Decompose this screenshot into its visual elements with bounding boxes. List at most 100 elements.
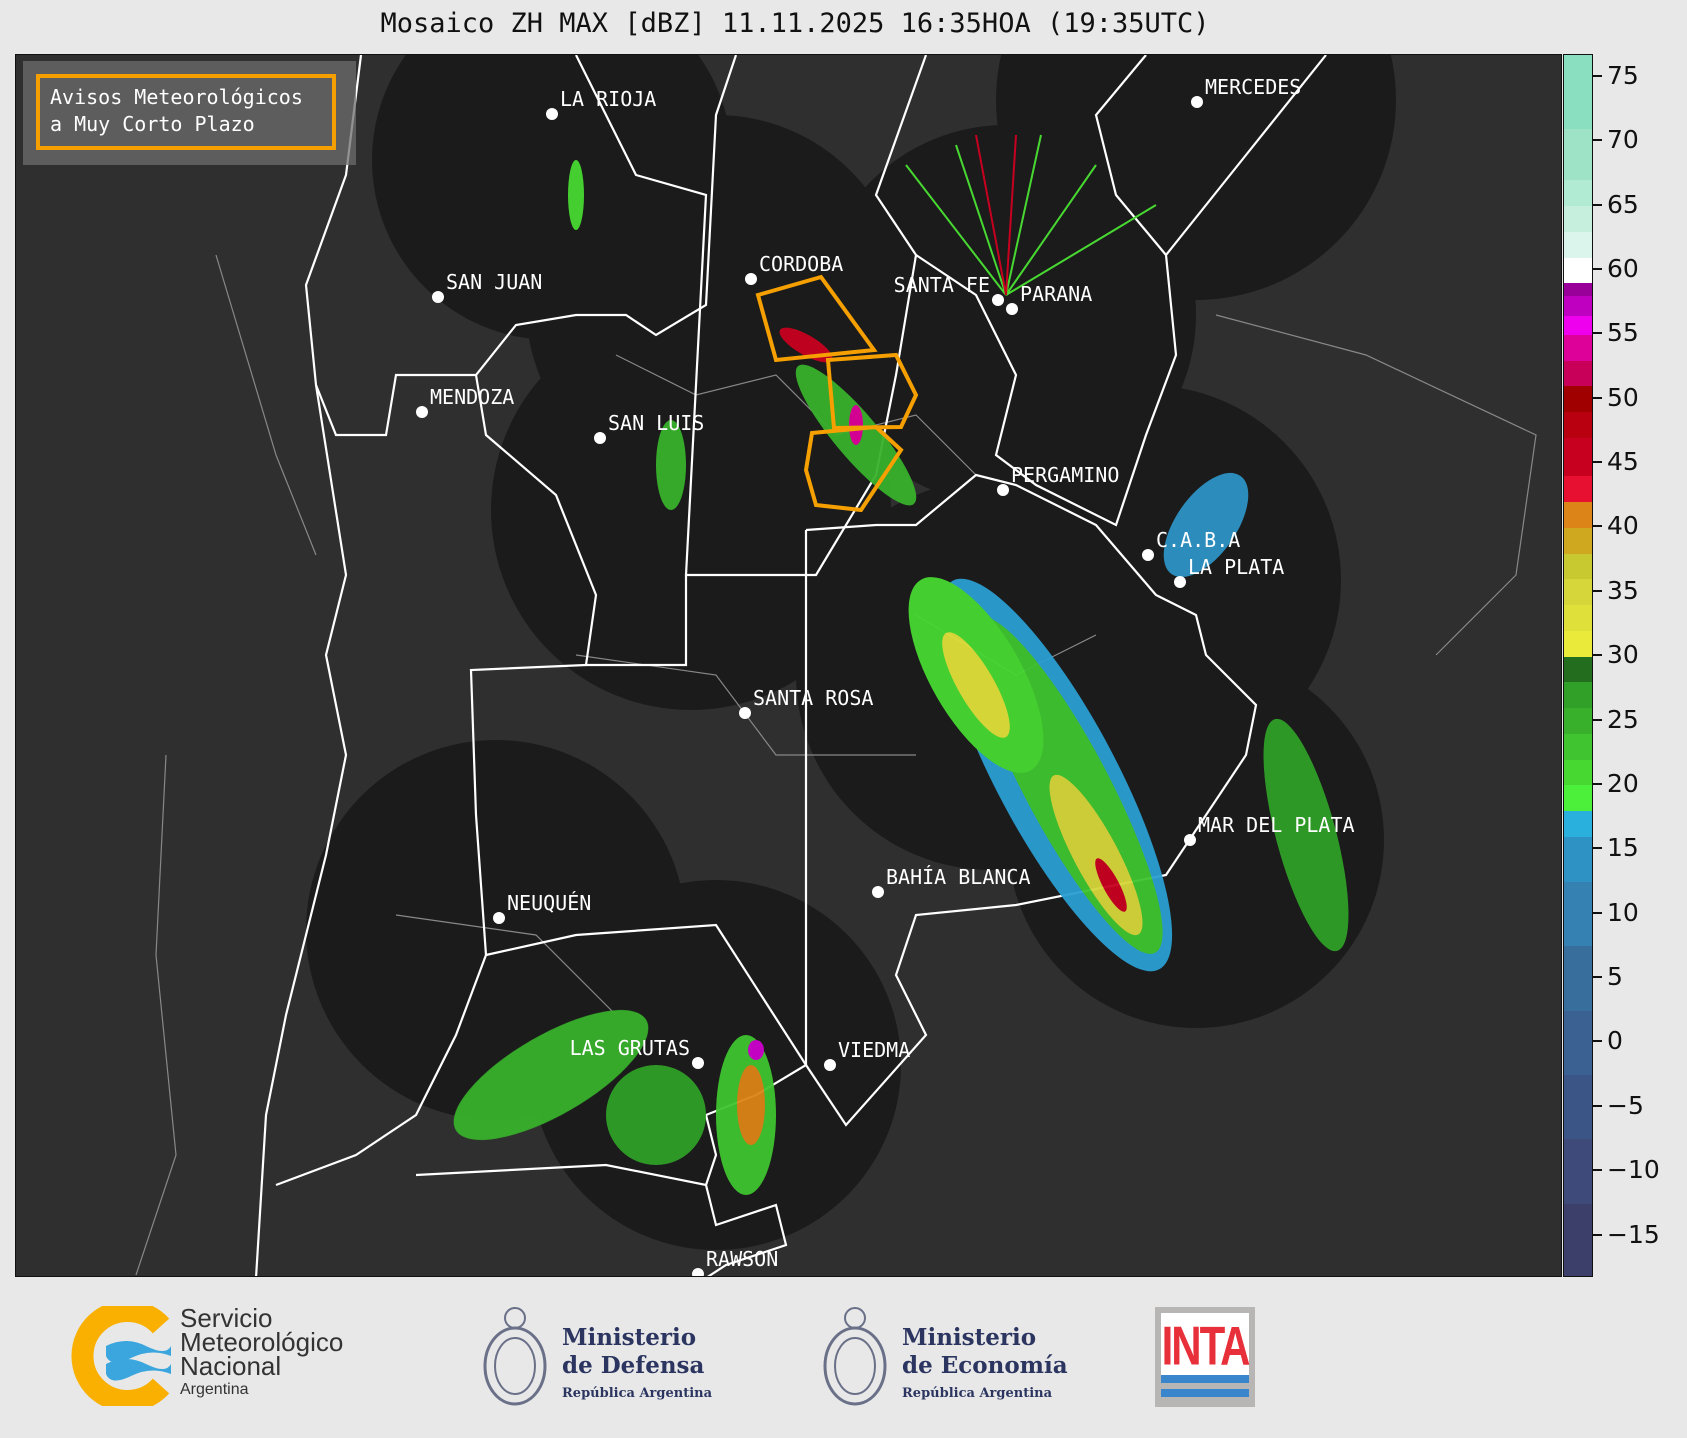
smn-logo: Servicio Meteorológico Nacional Argentin… [66, 1305, 386, 1406]
radar-map[interactable]: LA RIOJA SAN JUAN CORDOBA SANTA FE PARANA MER… [15, 54, 1562, 1277]
defensa-line-3: República Argentina [562, 1386, 713, 1401]
city-marker [824, 1059, 836, 1071]
colorbar-band [1564, 759, 1592, 786]
city-marker [1006, 303, 1018, 315]
tick-label: 40 [1607, 511, 1639, 541]
city-marker [493, 912, 505, 924]
tick-mark [1593, 718, 1602, 721]
echo-area [656, 420, 686, 510]
colorbar-band [1564, 604, 1592, 631]
city-marker [872, 886, 884, 898]
colorbar-band [1564, 205, 1592, 232]
tick-mark [1593, 911, 1602, 914]
city-label: BAHÍA BLANCA [886, 865, 1031, 889]
radar-coverage [531, 880, 901, 1250]
city-marker [745, 273, 757, 285]
city-label: SANTA FE [893, 273, 990, 297]
colorbar-band [1564, 385, 1592, 413]
tick-mark [1593, 1233, 1602, 1236]
city-label: VIEDMA [838, 1038, 911, 1062]
city-label: PARANA [1020, 282, 1093, 306]
echo-area [942, 632, 1010, 738]
warning-polygon[interactable] [825, 352, 919, 431]
tick-label: −5 [1607, 1090, 1644, 1120]
warning-legend: Avisos Meteorológicos a Muy Corto Plazo [23, 61, 356, 165]
colorbar-band [1564, 681, 1592, 709]
tick-label: 60 [1607, 253, 1639, 283]
smn-emblem-icon [71, 1306, 171, 1406]
echo-area [1263, 718, 1349, 952]
colorbar-band [1564, 527, 1592, 554]
defensa-logo: Ministerio de Defensa República Argentin… [480, 1296, 720, 1416]
colorbar-band [1564, 295, 1592, 316]
tick-mark [1593, 654, 1602, 657]
tick-mark [1593, 976, 1602, 979]
coat-of-arms-icon [483, 1307, 547, 1406]
echo-area [453, 1010, 649, 1140]
colorbar-band [1564, 411, 1592, 438]
tick-label: 25 [1607, 704, 1639, 734]
city-marker [692, 1057, 704, 1069]
tick-label: 35 [1607, 575, 1639, 605]
colorbar-band [1564, 257, 1592, 284]
warning-polygon[interactable] [803, 424, 904, 513]
colorbar-band [1564, 360, 1592, 387]
city-label: MERCEDES [1205, 75, 1302, 99]
colorbar-band [1564, 707, 1592, 734]
colorbar-band [1564, 784, 1592, 812]
colorbar-band [1564, 231, 1592, 258]
colorbar-band [1564, 282, 1592, 297]
tick-mark [1593, 332, 1602, 335]
city-label: C.A.B.A [1156, 528, 1241, 552]
colorbar-band [1564, 1010, 1592, 1076]
tick-mark [1593, 782, 1602, 785]
colorbar-band [1564, 1203, 1592, 1276]
city-label: SANTA ROSA [753, 686, 874, 710]
city-marker [1184, 834, 1196, 846]
colorbar-band [1564, 810, 1592, 837]
tick-mark [1593, 589, 1602, 592]
tick-mark [1593, 203, 1602, 206]
tick-label: 5 [1607, 962, 1623, 992]
city-label: SAN JUAN [446, 270, 543, 294]
colorbar-band [1564, 836, 1592, 882]
colorbar-band [1564, 55, 1592, 129]
colorbar-band [1564, 656, 1592, 683]
map-canvas [135, 55, 1537, 1276]
echo-area [568, 160, 584, 230]
colorbar-band [1564, 733, 1592, 760]
city-label: SAN LUIS [608, 411, 705, 435]
economia-line-2: de Economía [902, 1352, 1068, 1379]
echo-area [737, 1065, 765, 1145]
tick-label: 50 [1607, 382, 1639, 412]
city-label: MAR DEL PLATA [1198, 813, 1355, 837]
colorbar-band [1564, 630, 1592, 657]
colorbar-band [1564, 881, 1592, 947]
colorbar-band [1564, 334, 1592, 361]
economia-line-1: Ministerio [902, 1324, 1037, 1351]
radar-coverage [491, 310, 891, 710]
colorbar-band [1564, 1074, 1592, 1140]
city-marker [432, 291, 444, 303]
city-label: MENDOZA [430, 385, 515, 409]
echo-area [606, 1065, 706, 1165]
colorbar-band [1564, 437, 1592, 477]
colorbar [1563, 54, 1593, 1277]
colorbar-band [1564, 475, 1592, 503]
radar-echoes [453, 160, 1349, 1195]
inta-logo: INTA [1155, 1307, 1255, 1407]
tick-mark [1593, 139, 1602, 142]
warning-polygon[interactable] [755, 274, 878, 363]
colorbar-band [1564, 578, 1592, 606]
tick-label: −15 [1607, 1219, 1660, 1249]
colorbar-band [1564, 501, 1592, 528]
city-marker [739, 707, 751, 719]
tick-label: 20 [1607, 768, 1639, 798]
map-title: Mosaico ZH MAX [dBZ] 11.11.2025 16:35HOA… [380, 8, 1210, 39]
city-label: LA RIOJA [560, 87, 657, 111]
city-label: RAWSON [706, 1247, 779, 1271]
city-label: CORDOBA [759, 252, 844, 276]
smn-line-3: Nacional [180, 1351, 282, 1381]
tick-mark [1593, 461, 1602, 464]
defensa-line-2: de Defensa [562, 1352, 705, 1379]
